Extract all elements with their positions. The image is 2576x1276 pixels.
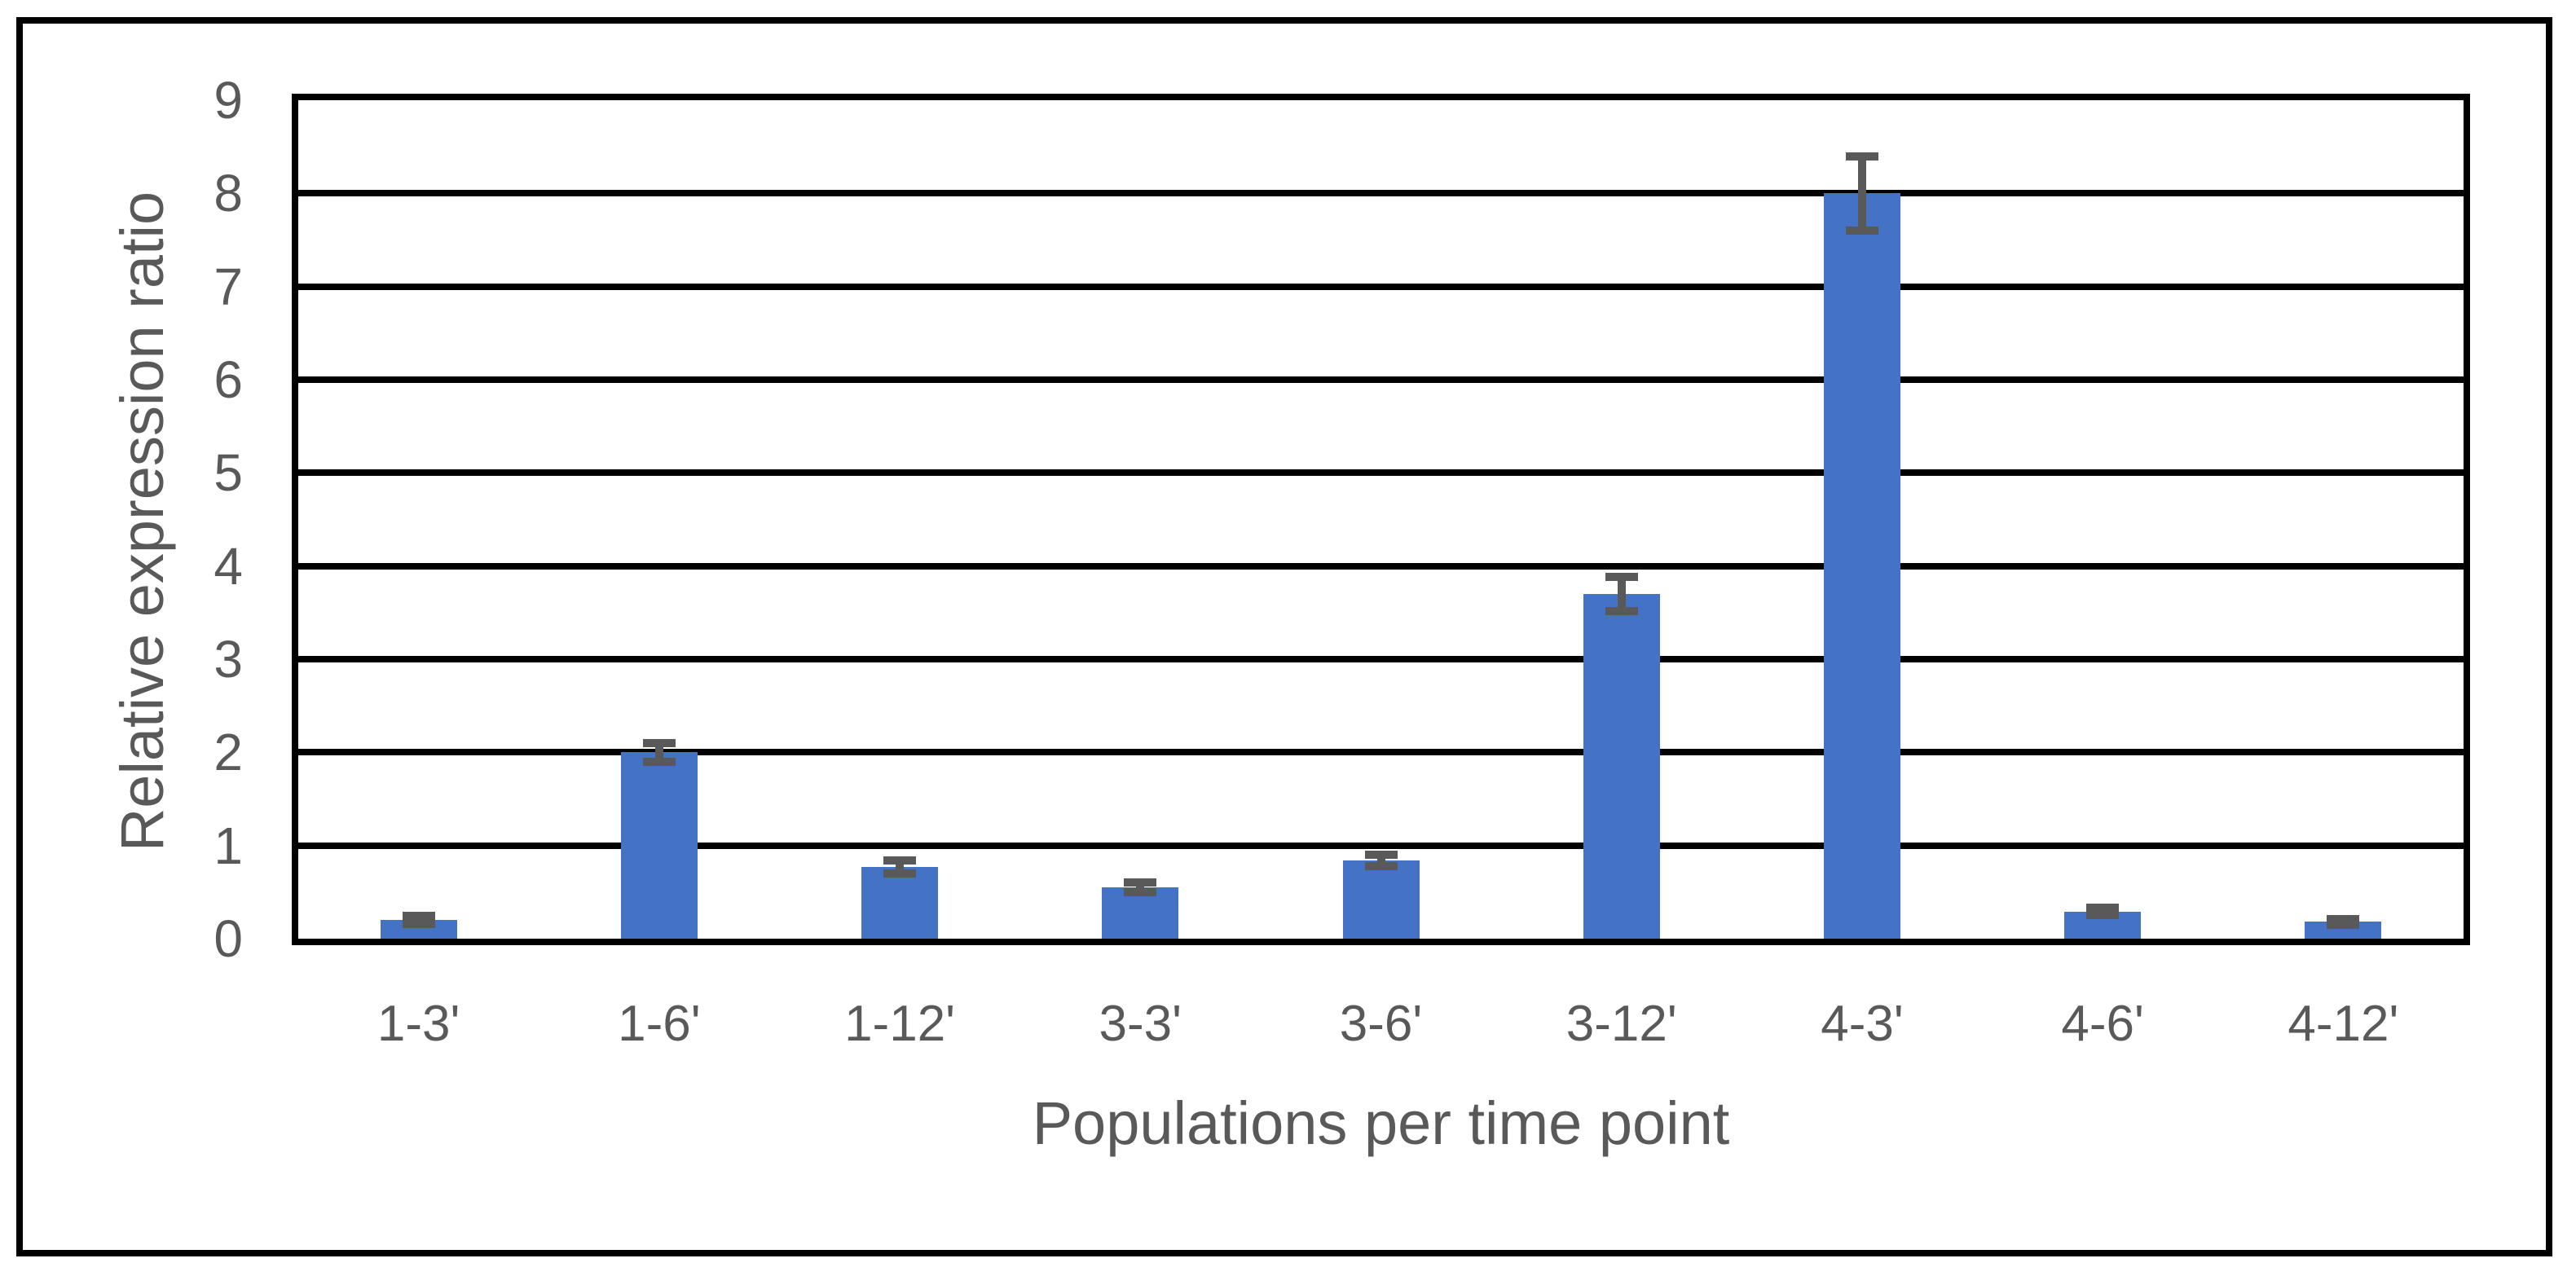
gridline-y-4 xyxy=(298,562,2464,570)
error-cap-top xyxy=(2086,904,2120,913)
x-tick-label-3-12': 3-12' xyxy=(1565,996,1677,1052)
error-cap-bottom xyxy=(1124,887,1157,896)
error-bar-4-12' xyxy=(2327,914,2360,929)
error-cap-bottom xyxy=(1364,861,1398,870)
error-whisker xyxy=(896,860,905,873)
x-tick-label-4-3': 4-3' xyxy=(1821,996,1904,1052)
error-whisker xyxy=(1857,156,1866,231)
bar-4-12' xyxy=(2305,922,2382,939)
error-bar-1-3' xyxy=(402,911,435,929)
bar-3-6' xyxy=(1342,860,1420,939)
error-cap-top xyxy=(1845,152,1878,161)
error-cap-top xyxy=(1605,573,1638,582)
y-axis-tick-labels: 0 1 2 3 4 5 6 7 8 9 xyxy=(0,74,243,965)
x-tick-label-1-12': 1-12' xyxy=(844,996,956,1052)
x-axis-title: Populations per time point xyxy=(1032,1089,1730,1157)
error-whisker xyxy=(1376,855,1385,866)
x-tick-label-4-6': 4-6' xyxy=(2061,996,2144,1052)
gridline-y-3 xyxy=(298,656,2464,662)
plot-inner xyxy=(298,100,2464,939)
error-cap-top xyxy=(883,856,917,865)
x-tick-label-4-12': 4-12' xyxy=(2288,996,2399,1052)
plot-area xyxy=(292,94,2470,945)
y-tick-label-5: 5 xyxy=(214,443,243,503)
gridline-y-1 xyxy=(298,842,2464,849)
error-bar-4-3' xyxy=(1845,152,1878,235)
error-bar-1-6' xyxy=(642,738,676,766)
y-tick-label-3: 3 xyxy=(214,630,243,689)
error-cap-bottom xyxy=(1845,227,1878,235)
error-cap-bottom xyxy=(883,869,917,878)
bar-1-3' xyxy=(380,920,457,939)
error-bar-4-6' xyxy=(2086,904,2120,920)
bar-3-12' xyxy=(1583,593,1660,939)
y-tick-label-9: 9 xyxy=(214,71,243,130)
y-tick-label-7: 7 xyxy=(214,257,243,316)
y-tick-label-4: 4 xyxy=(214,536,243,596)
outer-frame xyxy=(16,17,2552,1256)
error-bar-1-12' xyxy=(883,856,917,878)
x-axis-tick-labels: 1-3' 1-6' 1-12' 3-3' 3-6' 3-12' 4-3' 4-6' 4-12' xyxy=(298,996,2464,1053)
gridline-y-6 xyxy=(298,376,2464,383)
bar-4-3' xyxy=(1823,193,1900,939)
y-tick-label-1: 1 xyxy=(214,816,243,875)
error-cap-bottom xyxy=(2327,920,2360,929)
error-cap-bottom xyxy=(2086,911,2120,920)
bar-1-6' xyxy=(620,752,698,939)
y-tick-label-8: 8 xyxy=(214,164,243,223)
gridline-y-5 xyxy=(298,469,2464,477)
error-cap-top xyxy=(1364,851,1398,860)
bar-1-12' xyxy=(861,866,939,939)
x-tick-label-1-6': 1-6' xyxy=(618,996,701,1052)
gridline-y-8 xyxy=(298,190,2464,197)
error-cap-top xyxy=(642,738,676,747)
x-tick-label-3-3': 3-3' xyxy=(1099,996,1182,1052)
error-whisker xyxy=(1136,882,1145,892)
y-tick-label-6: 6 xyxy=(214,350,243,409)
gridline-y-7 xyxy=(298,283,2464,290)
error-cap-top xyxy=(402,911,435,920)
error-cap-top xyxy=(1124,878,1157,887)
y-tick-label-2: 2 xyxy=(214,723,243,782)
x-tick-label-3-6': 3-6' xyxy=(1339,996,1423,1052)
error-cap-top xyxy=(2327,914,2360,923)
error-whisker xyxy=(1617,577,1626,611)
error-bar-3-3' xyxy=(1124,878,1157,896)
error-cap-bottom xyxy=(1605,606,1638,615)
error-cap-bottom xyxy=(642,757,676,766)
error-bar-3-6' xyxy=(1364,851,1398,870)
x-tick-label-1-3': 1-3' xyxy=(376,996,460,1052)
error-bar-3-12' xyxy=(1605,573,1638,615)
y-tick-label-0: 0 xyxy=(214,909,243,968)
error-whisker xyxy=(414,915,423,925)
gridline-y-2 xyxy=(298,749,2464,756)
error-cap-bottom xyxy=(402,920,435,929)
error-whisker xyxy=(654,742,663,762)
